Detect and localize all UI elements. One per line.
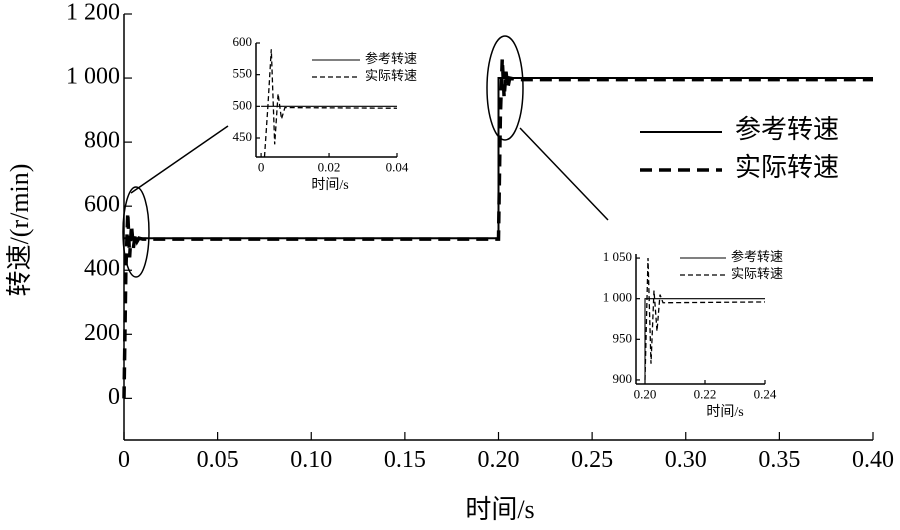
x-axis-label: 时间/s [465,495,534,524]
y-tick-label: 1 050 [603,249,632,264]
legend-label: 实际转速 [365,68,417,83]
x-tick-label: 0.10 [290,447,332,473]
legend-label: 实际转速 [735,153,839,182]
x-tick-label: 0.24 [754,387,777,402]
y-tick-label: 900 [613,371,633,386]
x-tick-label: 0 [118,447,130,473]
y-tick-label: 1 000 [66,64,120,90]
y-tick-label: 950 [613,330,633,345]
x-tick-label: 0.22 [694,387,717,402]
x-tick-label: 0.20 [634,387,657,402]
zoom-ellipse [486,35,524,141]
y-tick-label: 800 [84,128,120,154]
legend-label: 参考转速 [365,51,417,66]
y-tick-label: 450 [233,129,253,144]
x-tick-label: 0 [258,160,265,175]
zoom-connector [130,125,229,194]
x-tick-label: 0.04 [386,160,409,175]
y-tick-label: 500 [233,97,253,112]
y-tick-label: 0 [108,384,120,410]
zoom-connector [519,127,609,221]
x-axis-label: 时间/s [311,177,348,193]
series-line [644,258,766,380]
x-tick-label: 0.20 [478,447,520,473]
x-tick-label: 0.35 [758,447,800,473]
x-tick-label: 0.15 [384,447,426,473]
zoom-ellipse [122,186,150,278]
series-line [644,298,765,380]
series-line [263,49,398,158]
y-tick-label: 400 [84,256,120,282]
legend-label: 参考转速 [735,115,839,144]
y-tick-label: 600 [233,34,253,49]
y-tick-label: 1 000 [603,290,632,305]
x-axis-label: 时间/s [706,404,743,420]
x-tick-label: 0.40 [852,447,894,473]
y-axis-label: 转速/(r/min) [5,164,34,297]
x-tick-label: 0.25 [571,447,613,473]
legend-label: 参考转速 [731,249,783,264]
x-tick-label: 0.05 [197,447,239,473]
y-tick-label: 1 200 [66,0,120,26]
x-tick-label: 0.02 [318,160,341,175]
x-tick-label: 0.30 [665,447,707,473]
series-line [122,58,873,399]
y-tick-label: 550 [233,66,253,81]
y-tick-label: 600 [84,192,120,218]
y-tick-label: 200 [84,320,120,346]
legend-label: 实际转速 [731,266,783,281]
